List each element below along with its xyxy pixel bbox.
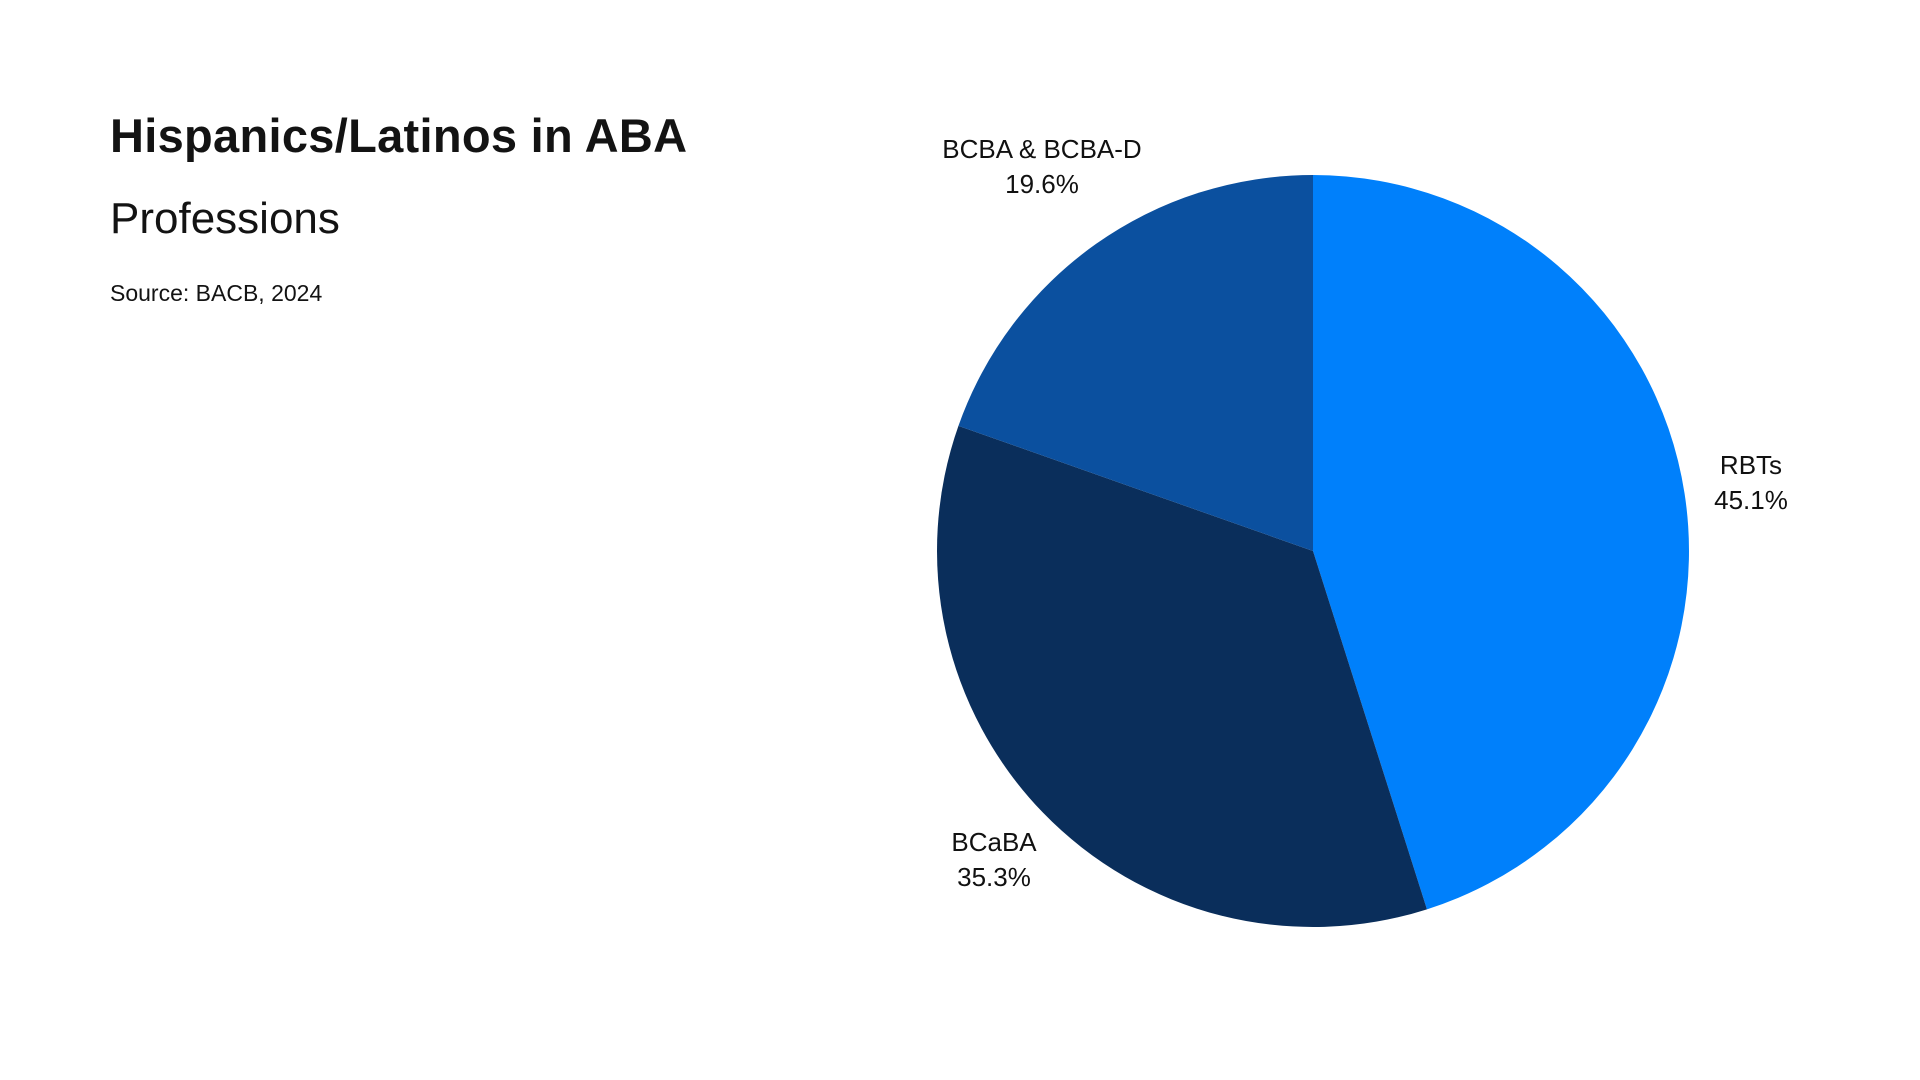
pie-slice-rbts (1313, 175, 1689, 910)
pie-slice-bcaba (937, 425, 1427, 927)
page-title: Hispanics/Latinos in ABA (110, 109, 688, 162)
pie-slice-bcba-bcba-d (958, 174, 1313, 552)
slice-label-value: 19.6% (1005, 169, 1079, 199)
slice-label-value: 45.1% (1714, 485, 1788, 515)
slice-label-text: BCaBA (951, 827, 1037, 857)
slice-label-bcaba: BCaBA 35.3% (951, 825, 1036, 895)
page-subtitle: Professions (110, 194, 340, 243)
slice-label-value: 35.3% (957, 862, 1031, 892)
slice-label-text: BCBA & BCBA-D (942, 134, 1142, 164)
source-caption: Source: BACB, 2024 (110, 280, 323, 306)
slice-label-rbts: RBTs 45.1% (1714, 448, 1788, 518)
slice-label-bcba-bcba-d: BCBA & BCBA-D 19.6% (942, 132, 1141, 202)
slice-label-text: RBTs (1719, 450, 1783, 480)
